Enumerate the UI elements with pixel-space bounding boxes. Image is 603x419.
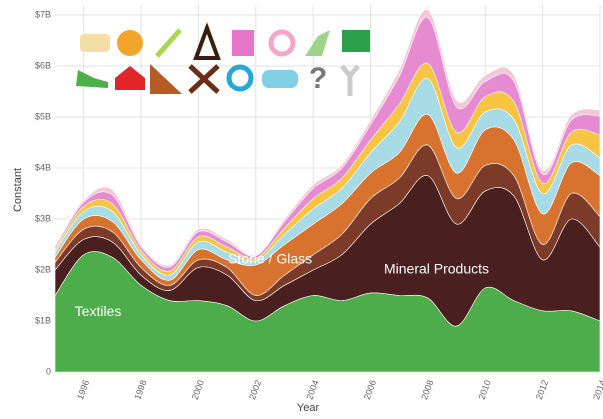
icon bbox=[150, 64, 182, 94]
icon bbox=[232, 30, 254, 56]
icon bbox=[115, 66, 145, 90]
x-tick-label: 2012 bbox=[534, 379, 550, 401]
x-axis-label: Year bbox=[297, 402, 320, 414]
area bbox=[54, 9, 601, 268]
icon bbox=[268, 29, 296, 57]
icon: ? bbox=[309, 62, 327, 95]
y-tick-label: $3B bbox=[35, 213, 51, 223]
icon bbox=[80, 34, 110, 52]
icon bbox=[76, 70, 108, 88]
x-tick-label: 2002 bbox=[247, 379, 263, 401]
x-tick-label: 2000 bbox=[190, 379, 206, 401]
x-tick-label: 1996 bbox=[75, 379, 91, 401]
y-tick-label: $5B bbox=[35, 111, 51, 121]
icon bbox=[188, 64, 220, 94]
y-tick-label: $1B bbox=[35, 315, 51, 325]
series-label: Mineral Products bbox=[384, 261, 489, 277]
x-tick-label: 2004 bbox=[304, 379, 320, 401]
x-tick-label: 2014 bbox=[591, 379, 603, 401]
series-label: Textiles bbox=[75, 303, 122, 319]
y-tick-label: $4B bbox=[35, 162, 51, 172]
y-tick-label: $2B bbox=[35, 264, 51, 274]
icon bbox=[340, 64, 360, 96]
y-tick-label: $7B bbox=[35, 9, 51, 19]
areas: Textiles Mineral Products Stone / Glass bbox=[54, 9, 601, 373]
x-tick-label: 1998 bbox=[132, 379, 148, 401]
x-tick-label: 2006 bbox=[362, 379, 378, 401]
icon bbox=[117, 30, 143, 56]
icon bbox=[262, 70, 298, 88]
x-tick-label: 2008 bbox=[419, 379, 435, 401]
legend-icons: ? bbox=[76, 22, 370, 96]
series-label: Stone / Glass bbox=[228, 251, 312, 267]
y-tick-label: 0 bbox=[46, 366, 51, 376]
y-axis-label: Constant bbox=[12, 168, 24, 212]
icon bbox=[193, 22, 221, 60]
icon bbox=[342, 30, 370, 52]
x-tick-label: 2010 bbox=[477, 379, 493, 401]
icon bbox=[305, 30, 330, 56]
y-tick-label: $6B bbox=[35, 60, 51, 70]
icon bbox=[155, 28, 182, 58]
icon bbox=[226, 64, 254, 92]
